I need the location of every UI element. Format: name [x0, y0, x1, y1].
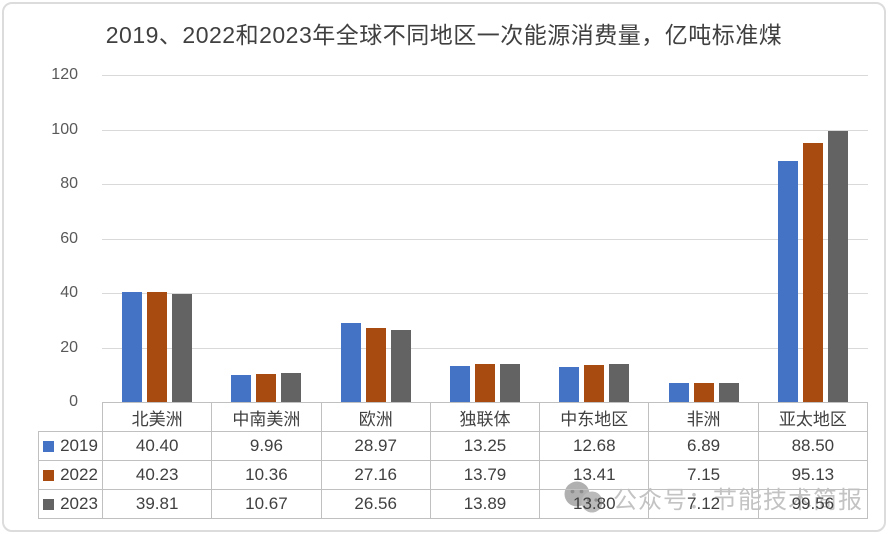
- bar-2022-中东地区: [584, 365, 605, 402]
- bar-2019-亚太地区: [778, 160, 799, 402]
- plot-area: [102, 75, 868, 402]
- y-axis-label: 120: [51, 66, 78, 83]
- table-header-cell: 中南美洲: [212, 402, 322, 432]
- bar-2022-中南美洲: [256, 373, 277, 402]
- table-value-cell: 28.97: [321, 432, 431, 461]
- table-header-cell: 中东地区: [540, 402, 650, 432]
- data-table: 北美洲 中南美洲 欧洲 独联体 中东地区 非洲 亚太地区 2019 40.40 9.96 28.97…: [38, 402, 868, 519]
- table-value-cell: 13.79: [430, 461, 541, 490]
- bar-2019-中东地区: [559, 367, 580, 402]
- legend-swatch-2022: [43, 469, 55, 481]
- y-axis-label: 20: [60, 338, 78, 356]
- table-corner-blank: [38, 402, 103, 432]
- legend-key-cell: 2019: [38, 432, 103, 461]
- legend-label: 2023: [60, 494, 98, 513]
- gridline: [102, 293, 868, 294]
- bar-2022-欧洲: [365, 328, 386, 402]
- bar-2019-非洲: [668, 383, 689, 402]
- bar-2022-非洲: [693, 382, 714, 402]
- table-value-cell: 26.56: [321, 490, 431, 519]
- legend-key-cell: 2022: [38, 461, 103, 490]
- table-header-cell: 非洲: [649, 402, 759, 432]
- y-axis-label: 40: [60, 284, 78, 301]
- bar-2022-独联体: [475, 364, 495, 402]
- table-header-cell: 北美洲: [103, 402, 213, 432]
- table-header-cell: 亚太地区: [758, 402, 868, 432]
- bar-2023-独联体: [500, 364, 520, 402]
- y-axis-label: 80: [60, 175, 78, 192]
- table-header-cell: 欧洲: [321, 402, 431, 432]
- chart-title: 2019、2022和2023年全球不同地区一次能源消费量，亿吨标准煤: [105, 22, 783, 48]
- table-value-cell: 95.13: [758, 461, 868, 490]
- table-value-cell: 7.12: [649, 490, 759, 519]
- gridline: [102, 75, 868, 76]
- bar-2023-亚太地区: [828, 130, 849, 402]
- bar-2023-非洲: [718, 382, 739, 402]
- bar-2023-北美洲: [171, 293, 192, 402]
- gridline: [102, 347, 868, 349]
- table-value-cell: 13.25: [430, 432, 541, 461]
- bar-2019-北美洲: [121, 291, 142, 402]
- table-value-cell: 39.81: [103, 490, 213, 519]
- legend-label: 2022: [60, 465, 98, 484]
- bar-2022-亚太地区: [803, 142, 824, 402]
- bar-2019-独联体: [450, 365, 470, 402]
- table-value-cell: 12.68: [540, 432, 650, 461]
- table-value-cell: 40.40: [103, 432, 213, 461]
- bar-2019-欧洲: [340, 323, 361, 402]
- table-value-cell: 88.50: [758, 432, 868, 461]
- table-value-cell: 27.16: [321, 461, 431, 490]
- legend-label: 2019: [60, 436, 98, 455]
- legend-swatch-2023: [43, 498, 55, 510]
- table-value-cell: 6.89: [649, 432, 759, 461]
- y-axis-label: 0: [69, 393, 78, 410]
- y-axis-label: 60: [60, 229, 78, 247]
- table-value-cell: 9.96: [212, 432, 322, 461]
- gridline: [102, 129, 868, 131]
- table-header-cell: 独联体: [430, 402, 541, 432]
- legend-key-cell: 2023: [38, 490, 103, 519]
- legend-swatch-2019: [43, 440, 55, 452]
- table-value-cell: 13.80: [540, 490, 650, 519]
- bar-2019-中南美洲: [231, 374, 252, 402]
- table-value-cell: 40.23: [103, 461, 213, 490]
- table-value-cell: 7.15: [649, 461, 759, 490]
- table-value-cell: 10.36: [212, 461, 322, 490]
- bar-2023-中南美洲: [281, 372, 302, 402]
- gridline: [102, 238, 868, 240]
- bar-2023-欧洲: [390, 329, 411, 402]
- table-value-cell: 13.89: [430, 490, 541, 519]
- table-value-cell: 13.41: [540, 461, 650, 490]
- table-value-cell: 10.67: [212, 490, 322, 519]
- y-axis-label: 100: [51, 120, 78, 138]
- bar-2022-北美洲: [146, 292, 167, 402]
- table-value-cell: 99.56: [758, 490, 868, 519]
- bar-2023-中东地区: [609, 364, 630, 402]
- gridline: [102, 184, 868, 185]
